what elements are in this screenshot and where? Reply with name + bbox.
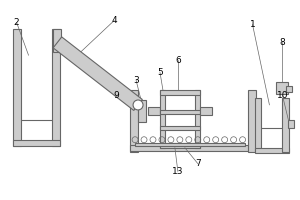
- Bar: [286, 86, 292, 92]
- Text: 8: 8: [280, 38, 285, 47]
- Text: 3: 3: [133, 76, 139, 85]
- Bar: [160, 110, 200, 114]
- Polygon shape: [53, 37, 142, 110]
- Bar: [160, 90, 165, 148]
- Text: 10: 10: [277, 91, 288, 100]
- Bar: [53, 28, 62, 52]
- Bar: [288, 120, 294, 128]
- Text: 2: 2: [14, 18, 20, 27]
- Bar: [13, 140, 60, 146]
- Bar: [248, 90, 256, 152]
- Text: 9: 9: [113, 91, 119, 100]
- Text: 5: 5: [157, 68, 163, 77]
- Bar: [282, 98, 290, 152]
- Bar: [148, 107, 160, 115]
- Text: 1: 1: [250, 20, 255, 29]
- Bar: [138, 100, 146, 122]
- Bar: [13, 28, 21, 146]
- Bar: [254, 148, 290, 153]
- Bar: [130, 90, 138, 152]
- Text: 6: 6: [175, 56, 181, 65]
- Bar: [200, 107, 212, 115]
- Text: 7: 7: [195, 159, 201, 168]
- Bar: [276, 82, 288, 94]
- Bar: [195, 90, 200, 148]
- Circle shape: [133, 100, 143, 110]
- Bar: [160, 143, 200, 148]
- Text: 4: 4: [111, 16, 117, 25]
- Bar: [52, 28, 60, 146]
- Bar: [130, 145, 254, 151]
- Bar: [135, 143, 244, 146]
- Text: 13: 13: [172, 167, 184, 176]
- Bar: [254, 98, 262, 152]
- Bar: [160, 90, 200, 95]
- Bar: [160, 126, 200, 130]
